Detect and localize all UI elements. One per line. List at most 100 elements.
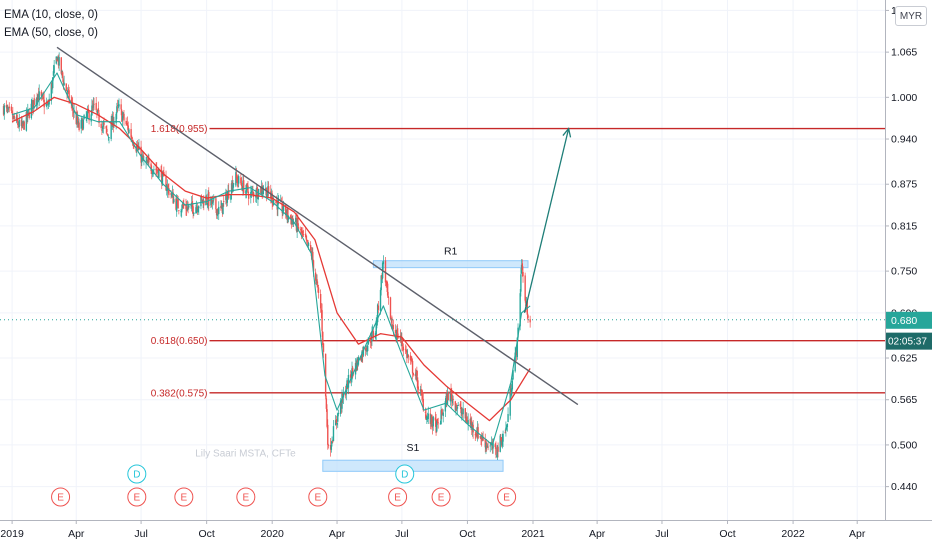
- candle-body: [499, 435, 501, 452]
- candle-body: [170, 193, 172, 195]
- candle-body: [118, 104, 120, 107]
- price-tick-label: 1: [891, 5, 897, 17]
- candle-body: [392, 325, 395, 330]
- candle-body: [436, 420, 438, 432]
- price-tick-label: 1.000: [891, 92, 917, 104]
- grid: [0, 0, 885, 520]
- earnings-marker[interactable]: E: [497, 487, 517, 507]
- ema10-legend[interactable]: EMA (10, close, 0): [4, 9, 98, 21]
- currency-button[interactable]: MYR: [895, 6, 927, 26]
- candle-body: [285, 204, 287, 216]
- candle-body: [38, 91, 40, 100]
- candle-body: [321, 310, 323, 331]
- candle-body: [46, 104, 48, 106]
- countdown-tag: [886, 332, 932, 350]
- earnings-marker[interactable]: E: [388, 487, 408, 507]
- price-tick-label: 0.940: [891, 134, 917, 146]
- candle-body: [171, 193, 173, 197]
- candle-body: [68, 90, 70, 101]
- candle-body: [48, 98, 50, 105]
- marker-label: D: [401, 470, 408, 481]
- candle-body: [470, 422, 472, 425]
- candle-body: [156, 168, 158, 171]
- candle-body: [96, 111, 98, 113]
- candle-body: [396, 328, 399, 338]
- candle-body: [72, 111, 75, 114]
- candle-body: [121, 115, 124, 121]
- candle-body: [416, 377, 419, 389]
- candle-body: [200, 197, 203, 199]
- ema50-legend[interactable]: EMA (50, close, 0): [4, 27, 98, 39]
- earnings-marker[interactable]: E: [127, 487, 147, 507]
- candle-body: [168, 188, 170, 196]
- candle-body: [265, 187, 267, 191]
- candle-body: [275, 201, 277, 203]
- candle-body: [496, 445, 499, 458]
- fib-level-label: 1.618(0.955): [151, 124, 208, 135]
- candle-body: [372, 331, 375, 337]
- trendline: [56, 46, 579, 406]
- candle-body: [456, 404, 458, 409]
- candle-body: [365, 349, 367, 351]
- candle-body: [386, 283, 389, 296]
- candle-body: [101, 129, 103, 131]
- candle-body: [390, 318, 392, 320]
- candle-body: [510, 388, 513, 396]
- candle-body: [91, 105, 94, 107]
- candle-body: [401, 344, 404, 346]
- candle-body: [281, 201, 283, 213]
- earnings-marker[interactable]: E: [431, 487, 451, 507]
- candle-body: [200, 196, 202, 207]
- candle-body: [210, 196, 212, 206]
- candle-body: [366, 347, 368, 350]
- candle-body: [434, 417, 437, 421]
- dividend-marker[interactable]: D: [395, 464, 415, 484]
- candle-body: [400, 336, 402, 341]
- earnings-marker[interactable]: E: [236, 487, 256, 507]
- candle-body: [176, 199, 179, 201]
- candle-body: [91, 105, 93, 116]
- candle-body: [53, 65, 55, 74]
- candle-body: [57, 56, 59, 60]
- candle-body: [173, 199, 175, 203]
- candle-body: [25, 111, 28, 131]
- earnings-marker[interactable]: E: [51, 487, 71, 507]
- candle-body: [27, 110, 29, 116]
- candle-body: [290, 217, 293, 225]
- candle-body: [180, 211, 182, 213]
- dividend-marker[interactable]: D: [127, 464, 147, 484]
- candle-body: [524, 275, 526, 301]
- candle-body: [494, 444, 496, 447]
- candle-body: [62, 79, 65, 86]
- candle-body: [411, 360, 414, 374]
- candle-body: [420, 389, 422, 392]
- earnings-marker[interactable]: E: [174, 487, 194, 507]
- candle-body: [500, 437, 502, 441]
- candle-body: [520, 274, 522, 292]
- candle-body: [431, 423, 434, 428]
- candle-body: [218, 206, 220, 215]
- candle-body: [497, 446, 499, 452]
- candle-body: [81, 119, 83, 122]
- candle-body: [407, 355, 409, 358]
- zone-r1: [372, 260, 529, 269]
- candle-body: [128, 129, 130, 134]
- candle-body: [142, 154, 144, 161]
- candle-body: [211, 200, 214, 204]
- candle-body: [147, 160, 149, 163]
- candle-body: [475, 433, 477, 435]
- candle-body: [76, 116, 78, 123]
- candle-body: [27, 110, 30, 111]
- candle-body: [424, 411, 427, 413]
- candle-body: [370, 341, 372, 343]
- candle-body: [216, 209, 219, 216]
- candle-body: [5, 105, 8, 108]
- candle-body: [326, 409, 328, 427]
- candle-body: [505, 425, 508, 429]
- candle-body: [260, 187, 262, 194]
- candle-body: [384, 260, 387, 283]
- candle-body: [462, 408, 464, 415]
- earnings-marker[interactable]: E: [308, 487, 328, 507]
- marker-circle: [236, 487, 256, 507]
